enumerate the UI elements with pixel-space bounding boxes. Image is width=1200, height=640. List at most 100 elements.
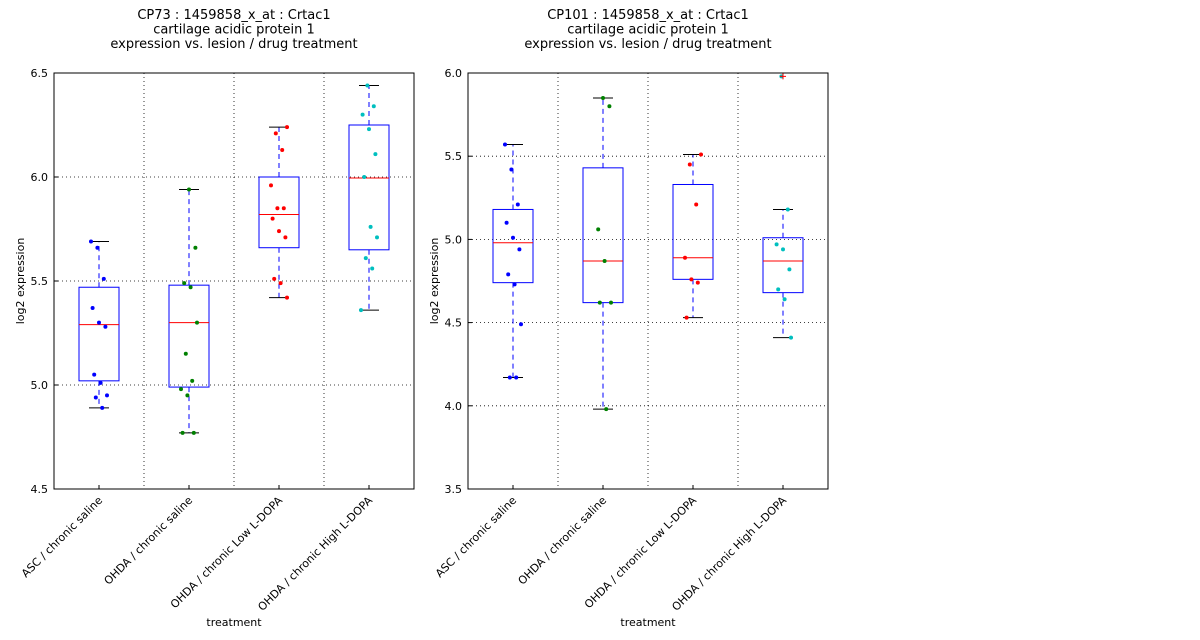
- point: [103, 324, 108, 329]
- point: [363, 256, 368, 261]
- point: [683, 255, 687, 260]
- box: [348, 124, 390, 251]
- point: [183, 351, 188, 356]
- point: [368, 224, 373, 229]
- point: [285, 125, 289, 130]
- point: [511, 235, 515, 240]
- point: [190, 378, 195, 383]
- point: [596, 227, 601, 232]
- x-axis-label: treatment: [620, 616, 676, 629]
- y-tick-label: 4.5: [31, 483, 49, 496]
- y-tick-label: 4.5: [445, 317, 463, 330]
- x-tick-label: ASC / chronic saline: [19, 494, 105, 580]
- point: [100, 405, 105, 410]
- point: [597, 300, 602, 305]
- point: [689, 277, 694, 282]
- point: [275, 206, 280, 211]
- point: [503, 142, 507, 147]
- point: [98, 380, 103, 385]
- x-tick-label: OHDA / chronic saline: [102, 494, 196, 588]
- y-axis-label: log2 expression: [428, 238, 441, 325]
- box: [582, 167, 624, 304]
- box: [672, 183, 714, 280]
- x-axis-label: treatment: [206, 616, 262, 629]
- point: [602, 259, 607, 264]
- point: [101, 276, 106, 281]
- point: [687, 162, 692, 167]
- point: [285, 295, 289, 300]
- point: [695, 280, 700, 285]
- point: [93, 395, 98, 400]
- flier: [780, 73, 786, 80]
- point: [519, 322, 523, 327]
- point: [283, 235, 288, 240]
- point: [781, 247, 785, 252]
- point: [179, 387, 183, 392]
- point: [782, 297, 787, 302]
- point: [694, 202, 699, 207]
- box: [762, 237, 804, 294]
- point: [506, 272, 511, 277]
- point: [89, 239, 93, 244]
- point: [774, 242, 779, 247]
- point: [270, 216, 275, 221]
- point: [787, 267, 792, 272]
- point: [182, 281, 187, 286]
- point: [785, 207, 790, 212]
- point: [97, 320, 101, 325]
- y-tick-label: 3.5: [445, 483, 463, 496]
- point: [601, 95, 605, 100]
- point: [90, 306, 95, 311]
- point: [273, 131, 278, 136]
- point: [278, 281, 283, 286]
- chart-title: cartilage acidic protein 1: [153, 23, 315, 38]
- chart-title: expression vs. lesion / drug treatment: [110, 37, 357, 52]
- point: [375, 235, 379, 240]
- point: [92, 372, 97, 377]
- point: [185, 393, 190, 398]
- x-tick-label: ASC / chronic saline: [433, 494, 519, 580]
- axes-frame: [467, 72, 829, 490]
- point: [367, 127, 371, 132]
- y-tick-label: 5.0: [445, 233, 463, 246]
- point: [269, 183, 273, 188]
- point: [365, 83, 370, 88]
- point: [360, 112, 365, 117]
- chart-title: CP73 : 1459858_x_at : Crtac1: [137, 8, 330, 23]
- point: [373, 152, 378, 157]
- point: [359, 308, 363, 313]
- x-tick-label: OHDA / chronic saline: [516, 494, 610, 588]
- point: [609, 300, 613, 305]
- point: [95, 245, 100, 250]
- point: [776, 287, 781, 292]
- point: [504, 220, 509, 225]
- point: [277, 229, 281, 234]
- y-tick-label: 5.5: [445, 150, 463, 163]
- box: [258, 176, 300, 249]
- point: [684, 315, 689, 320]
- point: [512, 282, 517, 287]
- point: [517, 247, 522, 252]
- point: [195, 320, 199, 325]
- point: [180, 430, 185, 435]
- box: [78, 286, 120, 382]
- point: [371, 104, 376, 109]
- point: [188, 285, 193, 290]
- point: [370, 266, 375, 271]
- y-tick-label: 6.5: [31, 67, 49, 80]
- point: [280, 147, 285, 152]
- point: [789, 335, 793, 340]
- point: [514, 375, 519, 380]
- chart-title: cartilage acidic protein 1: [567, 23, 729, 38]
- y-tick-label: 6.0: [31, 171, 49, 184]
- point: [362, 175, 367, 179]
- point: [191, 430, 196, 435]
- chart-title: expression vs. lesion / drug treatment: [524, 37, 771, 52]
- point: [699, 152, 703, 157]
- point: [272, 276, 277, 281]
- point: [509, 167, 514, 172]
- y-tick-label: 5.5: [31, 275, 49, 288]
- point: [604, 407, 609, 412]
